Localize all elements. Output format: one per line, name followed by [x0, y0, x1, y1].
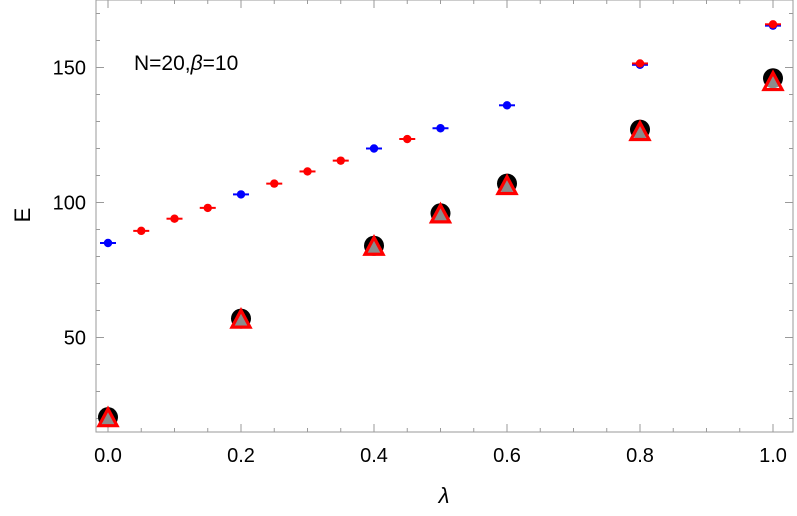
y-tick-label: 150 [53, 58, 86, 80]
data-point-dot [403, 134, 412, 144]
data-point-dot [369, 144, 379, 153]
data-point-triangle [495, 173, 519, 196]
data-point-dot [270, 179, 279, 188]
x-tick-labels: 0.0 0.2 0.4 0.6 0.8 1.0 [94, 445, 787, 467]
data-point-dot [170, 214, 179, 223]
y-axis-label: E [10, 208, 35, 223]
y-tick-labels: 50 100 150 [53, 58, 86, 350]
data-point-dot [203, 203, 212, 213]
x-tick-label: 0.4 [360, 445, 388, 467]
x-tick-label: 0.8 [626, 445, 654, 467]
x-axis-label: λ [438, 483, 450, 508]
data-point-dot [103, 238, 113, 248]
annotation-prefix: N=20, [134, 52, 191, 75]
data-point-dot [336, 156, 345, 165]
annotation-label: N=20,β=10 [134, 52, 238, 75]
x-tick-label: 0.0 [94, 445, 122, 467]
data-point-triangle [362, 234, 386, 256]
axis-ticks [96, 0, 793, 432]
data-point-dot [137, 226, 146, 236]
data-point-dot [768, 20, 778, 29]
data-point-triangle [428, 201, 453, 224]
data-point-triangle [229, 306, 253, 329]
data-point-dot [436, 124, 445, 133]
data-point-dot [236, 190, 246, 199]
data-point-triangle [761, 69, 785, 92]
data-point-dot [303, 167, 312, 176]
data-point-triangle [628, 119, 652, 142]
plot-frame [95, 0, 794, 433]
data-point-dot [635, 59, 645, 68]
y-tick-label: 50 [64, 328, 86, 350]
data-point-dot [502, 101, 512, 110]
annotation-beta-symbol: β [190, 52, 203, 75]
data-marks [96, 20, 785, 428]
x-tick-label: 1.0 [759, 445, 787, 467]
x-tick-label: 0.2 [227, 445, 255, 467]
y-tick-label: 100 [53, 193, 86, 215]
x-tick-label: 0.6 [493, 445, 521, 467]
data-point-triangle [96, 405, 120, 428]
annotation-suffix: =10 [203, 52, 239, 75]
